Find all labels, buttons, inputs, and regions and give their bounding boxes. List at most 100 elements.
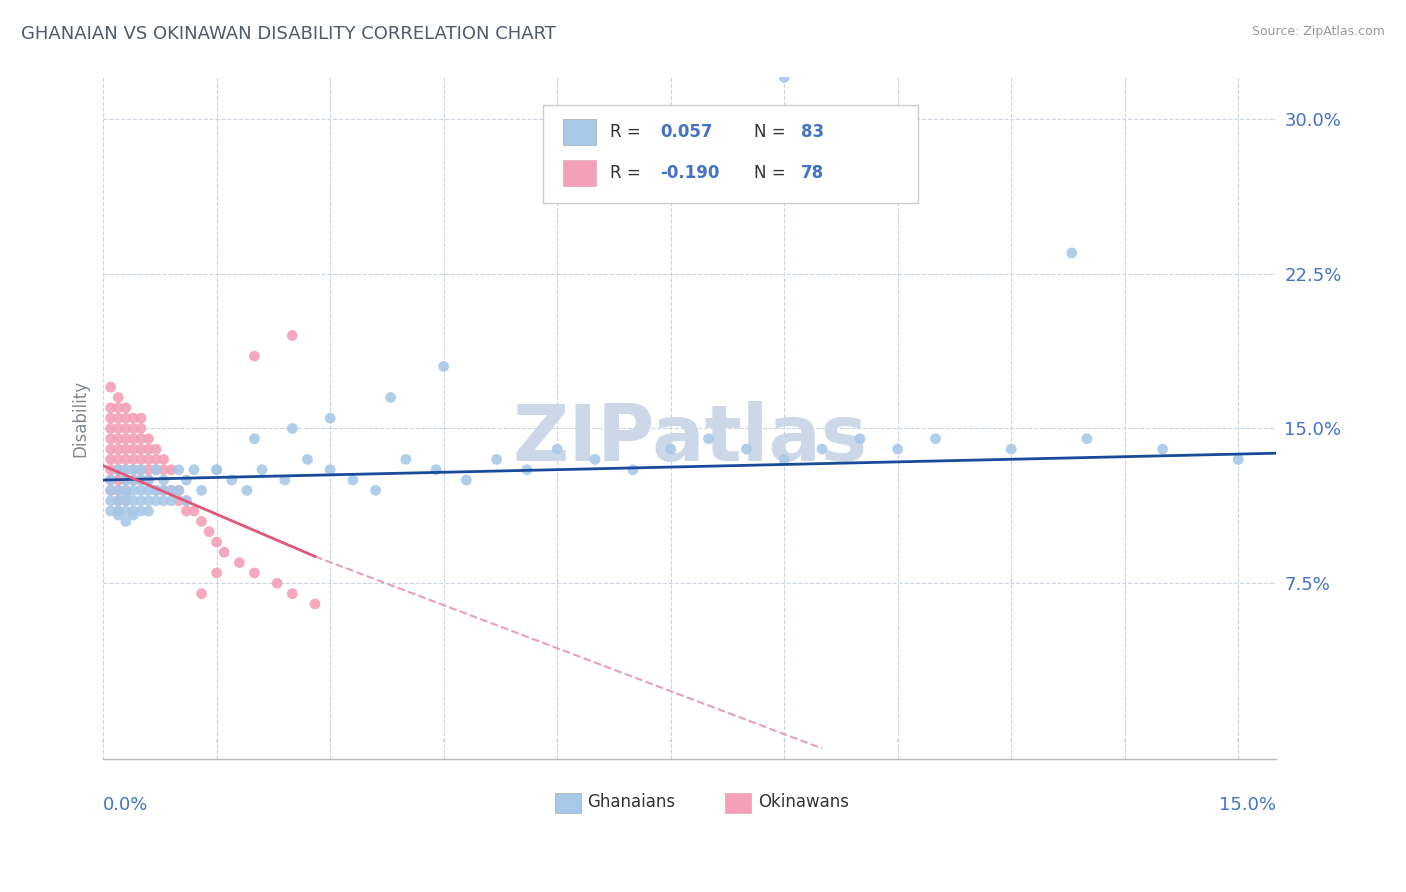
Text: 78: 78 [801, 164, 824, 182]
Point [176, 473, 198, 487]
Point [129, 483, 152, 498]
Point [138, 452, 160, 467]
Text: R =: R = [610, 164, 645, 182]
Point [129, 504, 152, 518]
Point [304, 597, 326, 611]
Point [138, 473, 160, 487]
Point [205, 535, 228, 549]
Point [114, 432, 136, 446]
Point [107, 508, 129, 523]
Point [114, 473, 136, 487]
Text: Ghanaians: Ghanaians [588, 793, 676, 811]
Point [160, 483, 183, 498]
Point [122, 432, 145, 446]
Point [122, 473, 145, 487]
FancyBboxPatch shape [725, 793, 751, 814]
FancyBboxPatch shape [562, 160, 596, 186]
Point [176, 493, 198, 508]
Point [100, 504, 122, 518]
Point [122, 411, 145, 425]
Point [546, 442, 568, 456]
Point [205, 566, 228, 580]
Point [107, 421, 129, 435]
Point [160, 493, 183, 508]
Point [205, 463, 228, 477]
Point [236, 483, 259, 498]
Point [114, 401, 136, 415]
Point [138, 504, 160, 518]
Point [190, 514, 212, 528]
Point [122, 442, 145, 456]
Point [138, 463, 160, 477]
Text: 0.0%: 0.0% [103, 797, 149, 814]
Point [100, 483, 122, 498]
Point [212, 545, 235, 559]
Point [485, 452, 508, 467]
Point [152, 463, 174, 477]
Point [342, 473, 364, 487]
Point [849, 432, 872, 446]
Point [145, 483, 167, 498]
Point [1152, 442, 1174, 456]
Point [129, 432, 152, 446]
Point [129, 421, 152, 435]
Point [129, 493, 152, 508]
Point [621, 463, 644, 477]
Point [243, 432, 266, 446]
Point [129, 463, 152, 477]
Point [107, 504, 129, 518]
Text: 0.057: 0.057 [661, 123, 713, 141]
Point [886, 442, 908, 456]
Point [205, 463, 228, 477]
Point [319, 411, 342, 425]
Point [167, 493, 190, 508]
Point [145, 442, 167, 456]
Point [516, 463, 538, 477]
Point [107, 504, 129, 518]
Point [122, 493, 145, 508]
Point [583, 452, 606, 467]
Point [395, 452, 418, 467]
Point [167, 483, 190, 498]
Point [122, 508, 145, 523]
Point [107, 452, 129, 467]
Point [145, 463, 167, 477]
Point [297, 452, 319, 467]
Text: 15.0%: 15.0% [1219, 797, 1277, 814]
Point [138, 442, 160, 456]
Point [114, 442, 136, 456]
Point [100, 421, 122, 435]
Point [266, 576, 288, 591]
Point [122, 483, 145, 498]
Point [114, 421, 136, 435]
Point [114, 463, 136, 477]
Point [114, 487, 136, 501]
Point [114, 504, 136, 518]
Point [107, 483, 129, 498]
Point [114, 493, 136, 508]
Point [107, 493, 129, 508]
Point [152, 483, 174, 498]
Point [221, 473, 243, 487]
Point [114, 411, 136, 425]
Point [176, 493, 198, 508]
Point [107, 493, 129, 508]
Point [659, 442, 682, 456]
Point [114, 483, 136, 498]
Text: 83: 83 [801, 123, 824, 141]
Text: R =: R = [610, 123, 645, 141]
Point [167, 483, 190, 498]
Point [107, 411, 129, 425]
Point [735, 442, 758, 456]
Text: -0.190: -0.190 [661, 164, 720, 182]
Point [100, 483, 122, 498]
Point [152, 452, 174, 467]
Point [100, 442, 122, 456]
Text: N =: N = [754, 164, 792, 182]
Point [129, 463, 152, 477]
Point [122, 463, 145, 477]
Point [107, 483, 129, 498]
Point [243, 349, 266, 363]
Point [145, 493, 167, 508]
Text: Okinawans: Okinawans [758, 793, 849, 811]
